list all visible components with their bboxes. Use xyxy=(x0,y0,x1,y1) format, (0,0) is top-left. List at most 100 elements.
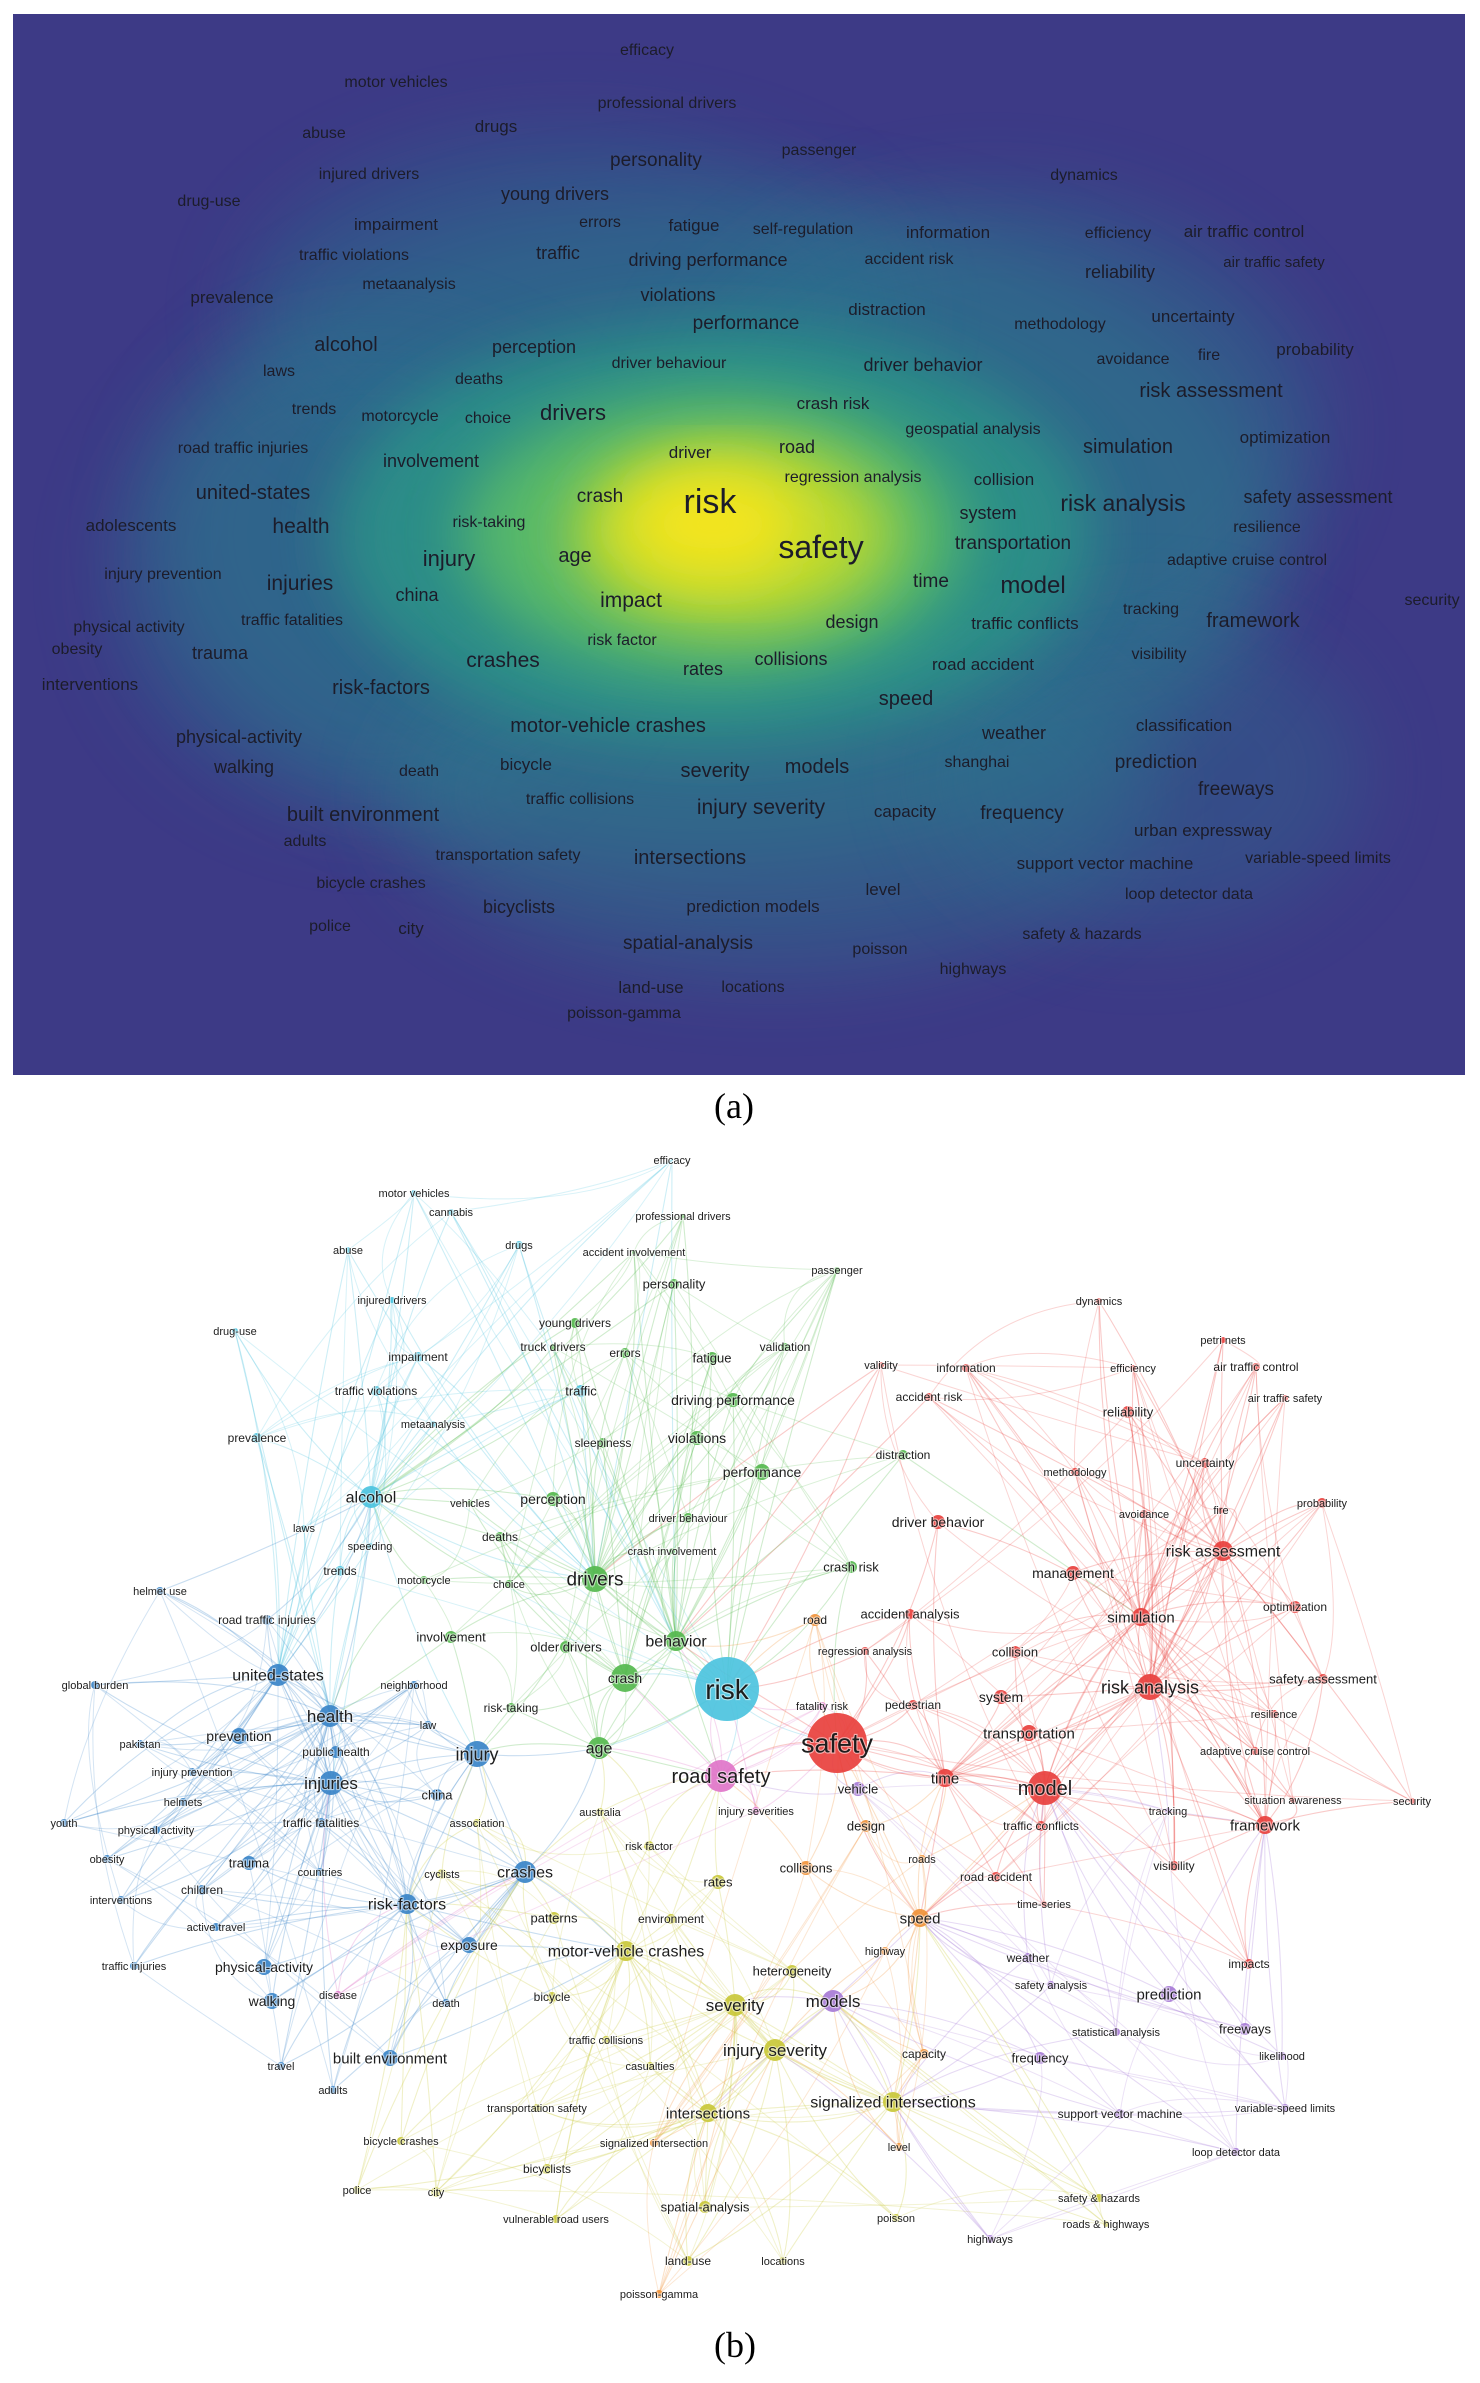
link-involvement-drivers xyxy=(450,1578,596,1638)
density-label-road-accident: road accident xyxy=(932,655,1034,674)
link-safety-and-hazards-signalized-intersections xyxy=(892,2101,1100,2199)
link-roads-model xyxy=(921,1787,1046,1860)
link-methodology-risk-analysis xyxy=(1074,1471,1151,1688)
label-adults: adults xyxy=(318,2085,348,2097)
label-helmets: helmets xyxy=(164,1797,203,1809)
link-accident-risk-adaptive-cruise-control xyxy=(928,1396,1256,1752)
link-safety-assessment-framework xyxy=(1264,1678,1324,1826)
density-label-driving-performance: driving performance xyxy=(628,250,787,270)
link-trends-risk xyxy=(339,1570,728,1690)
link-support-vector-machine-loop-detector-data xyxy=(1119,2113,1237,2153)
density-label-driver-behavior: driver behavior xyxy=(863,355,982,375)
label-injuries: injuries xyxy=(304,1774,358,1793)
density-label-adolescents: adolescents xyxy=(86,516,177,535)
link-impacts-risk-analysis xyxy=(1149,1686,1250,1965)
link-risk-taking-involvement xyxy=(450,1636,513,1709)
node-reliability xyxy=(1122,1406,1134,1418)
density-label-simulation: simulation xyxy=(1083,436,1173,458)
link-distraction-drivers xyxy=(594,1454,904,1580)
link-behavior-deaths xyxy=(499,1536,677,1642)
link-traffic-conflicts-validity xyxy=(880,1364,1042,1827)
label-collisions: collisions xyxy=(780,1861,833,1876)
density-label-traffic-violations: traffic violations xyxy=(299,247,409,264)
link-situation-awareness-air-traffic-control xyxy=(1255,1366,1294,1801)
node-crashes xyxy=(514,1861,536,1883)
link-simulation-safety xyxy=(836,1616,1142,1744)
node-bicycle xyxy=(547,1992,557,2002)
link-metaanalysis-drivers xyxy=(432,1423,596,1580)
node-physical-activity xyxy=(256,1959,272,1975)
density-label-transportation: transportation xyxy=(955,533,1071,554)
link-signalized-intersections-city xyxy=(435,2101,894,2193)
link-road-traffic-injuries-global-burden xyxy=(94,1619,268,1686)
link-helmets-united-states xyxy=(182,1674,279,1803)
label-adaptive-cruise-control: adaptive cruise control xyxy=(1200,1746,1310,1758)
link-pedestrian-model xyxy=(912,1704,1046,1789)
link-models-support-vector-machine xyxy=(832,2000,1121,2115)
node-fire xyxy=(1218,1507,1224,1513)
link-transportation-safety-intersections xyxy=(536,2107,709,2126)
link-drug-use-laws xyxy=(234,1330,305,1529)
link-adults-crashes xyxy=(332,1871,526,2091)
link-professional-drivers-accident-involvement xyxy=(633,1215,684,1253)
node-time-series xyxy=(1041,1901,1047,1907)
link-alcohol-injury xyxy=(370,1496,478,1755)
node-adaptive-cruise-control xyxy=(1251,1747,1259,1755)
link-signalized-intersections-intersections xyxy=(707,2101,894,2123)
node-highways xyxy=(986,2235,994,2243)
label-cannabis: cannabis xyxy=(429,1207,474,1219)
link-capacity-poisson-gamma xyxy=(658,2053,925,2295)
node-laws xyxy=(301,1525,307,1531)
link-metaanalysis-prevalence xyxy=(256,1410,434,1439)
node-adults xyxy=(329,2086,337,2094)
link-risk-motor-vehicles xyxy=(413,1192,728,1690)
link-variable-speed-limits-model xyxy=(1044,1787,1286,2109)
link-risk-factors-health xyxy=(329,1715,408,1905)
label-road: road xyxy=(803,1613,827,1627)
link-statistical-analysis-likelihood xyxy=(1115,2031,1283,2066)
link-situation-awareness-risk-analysis xyxy=(1149,1686,1294,1801)
link-crash-deaths xyxy=(499,1536,626,1679)
link-road-signalized-intersection xyxy=(653,1619,816,2144)
node-traffic-fatalities xyxy=(316,1818,326,1828)
link-intersections-transportation-safety xyxy=(536,2107,709,2128)
label-support-vector-machine: support vector machine xyxy=(1058,2107,1183,2121)
link-intersections-severity xyxy=(707,2004,737,2114)
node-age xyxy=(588,1737,610,1759)
density-label-bicycle-crashes: bicycle crashes xyxy=(316,875,425,892)
link-adults-risk-factors xyxy=(332,1903,408,2091)
node-methodology xyxy=(1071,1468,1079,1476)
label-drivers: drivers xyxy=(566,1570,623,1591)
link-capacity-speed xyxy=(907,1917,925,2055)
label-casualties: casualties xyxy=(626,2061,675,2073)
link-disease-risk-factors xyxy=(337,1903,408,1996)
link-prevalence-impairment xyxy=(256,1356,419,1439)
node-walking xyxy=(264,1993,280,2009)
link-cannabis-behavior xyxy=(450,1211,677,1642)
label-transportation-safety: transportation safety xyxy=(487,2103,587,2115)
node-cannabis xyxy=(448,1209,454,1215)
density-label-variable-speed-limits: variable-speed limits xyxy=(1245,850,1391,867)
node-road xyxy=(809,1614,821,1626)
density-visualization: efficacy motor vehicles professional drive… xyxy=(13,14,1465,1075)
node-transportation xyxy=(1021,1725,1037,1741)
link-obesity-injuries xyxy=(106,1782,332,1860)
density-label-model: model xyxy=(1000,572,1065,599)
node-vehicle xyxy=(851,1782,865,1796)
label-capacity: capacity xyxy=(902,2047,946,2061)
link-injury-active-travel xyxy=(215,1753,478,1928)
label-bicyclists: bicyclists xyxy=(523,2162,571,2176)
label-physical-activity: physical activity xyxy=(118,1825,195,1837)
link-road-traffic-injuries-risk-factors xyxy=(266,1619,408,1905)
link-physical-activity-injuries xyxy=(263,1782,332,1968)
link-severity-bicycle-crashes xyxy=(400,2004,736,2142)
density-label-speed: speed xyxy=(879,688,934,710)
link-risk-factors-injury xyxy=(406,1753,478,1905)
node-avoidance xyxy=(1140,1510,1148,1518)
link-risk-analysis-framework xyxy=(1149,1686,1266,1826)
link-pedestrian-model xyxy=(912,1704,1046,1789)
link-injury-prevention-health xyxy=(191,1715,331,1773)
link-uncertainty-information xyxy=(965,1367,1206,1464)
label-security: security xyxy=(1393,1796,1431,1808)
density-label-severity: severity xyxy=(681,760,750,782)
